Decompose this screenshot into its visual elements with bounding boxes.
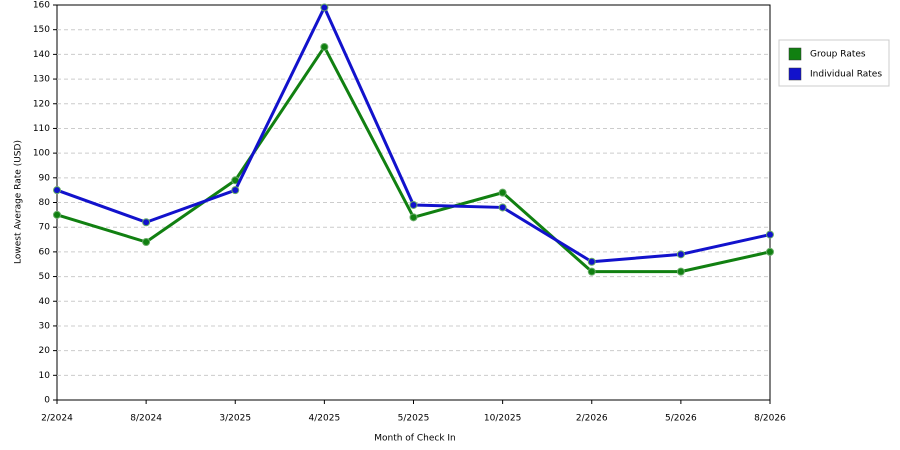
x-tick-label: 8/2024 [130,414,162,424]
y-tick-label: 140 [33,50,50,60]
data-point [766,230,774,239]
y-tick-label: 10 [39,371,51,381]
y-tick-label: 150 [33,25,50,35]
y-axis-label: Lowest Average Rate (USD) [14,140,24,264]
data-point [142,218,151,227]
legend-swatch [788,47,802,61]
data-point [766,247,774,256]
legend-label: Group Rates [810,50,866,60]
data-point [676,267,685,276]
data-point [587,257,596,266]
legend-label: Individual Rates [810,70,882,80]
data-point [587,267,596,276]
data-point [142,238,151,246]
x-tick-label: 2/2024 [41,414,73,424]
y-tick-label: 70 [39,223,51,233]
y-tick-label: 50 [39,272,51,282]
x-tick-label: 8/2026 [754,414,786,424]
y-tick-label: 60 [39,247,51,257]
x-axis-label: Month of Check In [374,434,456,444]
y-tick-label: 0 [44,396,50,406]
data-point [409,213,418,222]
data-point [498,188,507,197]
x-tick-label: 5/2025 [398,414,430,424]
x-tick-label: 2/2026 [576,414,608,424]
y-tick-label: 130 [33,75,50,85]
y-tick-label: 80 [39,198,51,208]
y-tick-label: 100 [33,149,50,159]
data-point [53,210,61,219]
data-point [498,203,507,212]
y-tick-label: 120 [33,99,50,109]
data-point [320,3,329,12]
legend-swatch [788,67,802,81]
data-point [53,186,61,195]
y-tick-label: 20 [39,346,51,356]
y-tick-label: 110 [33,124,50,134]
y-tick-label: 30 [39,321,51,331]
y-tick-label: 160 [33,1,50,11]
x-tick-label: 4/2025 [309,414,341,424]
x-tick-label: 10/2025 [484,414,521,424]
data-point [320,42,329,51]
data-point [676,250,685,259]
data-point [231,186,240,195]
y-tick-label: 90 [39,173,51,183]
data-point [409,200,418,209]
x-tick-label: 5/2026 [665,414,697,424]
x-tick-label: 3/2025 [219,414,251,424]
y-tick-label: 40 [39,297,51,307]
